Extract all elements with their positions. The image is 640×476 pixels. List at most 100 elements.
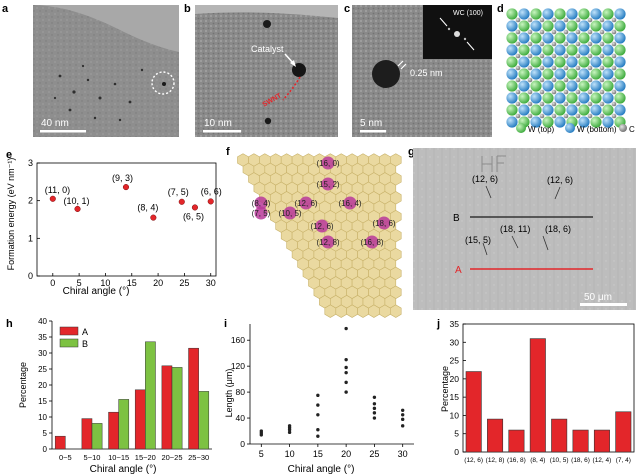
highlighted-cell [377,216,391,230]
scale-bar-a [40,130,86,133]
w-atom [542,68,554,80]
highlighted-cell [299,196,313,210]
w-atom [602,32,614,44]
y-tick-label: 40 [236,413,246,423]
w-atom [590,8,602,20]
chart-i-xlabel: Chiral angle (°) [288,464,355,475]
wc-nanoparticle [372,60,400,88]
w-atom [506,32,518,44]
x-tick-label: 0~5 [59,453,72,462]
x-tick-label: (12, 8) [486,457,505,464]
w-atom [506,104,518,116]
c-atom [575,65,581,71]
w-atom [506,44,518,56]
c-atom [587,41,593,47]
x-tick-label: (7, 4) [616,457,631,464]
data-point [400,417,405,422]
w-atom [590,56,602,68]
w-atom [602,104,614,116]
y-tick-label: 20 [450,374,460,384]
w-atom [506,116,518,128]
highlighted-cell [321,235,335,249]
y-tick-label: 160 [231,335,245,345]
highlighted-cell [365,235,379,249]
c-atom [551,89,557,95]
point-label: (9, 3) [112,173,133,183]
panel-h: h Chiral angle (°) Percentage 0 5 10 15 20 25… [6,317,212,475]
highlighted-cell [283,206,297,220]
c-atom [611,17,617,23]
w-atom [554,44,566,56]
c-atom [539,17,545,23]
g-label-1: (12, 6) [472,174,498,184]
w-atom [602,8,614,20]
data-point [191,204,198,211]
c-atom [563,113,569,119]
panel-j: j Percentage 0 5 10 15 20 25 30 35 (12, 6) (12, 8… [436,318,635,464]
chart-i-ylabel: Length (μm) [224,369,234,418]
c-atom [575,17,581,23]
legend-c-swatch [619,124,627,132]
bar [529,338,546,453]
highlighted-cell [321,156,335,170]
bar-b [145,341,156,450]
y-tick-label: 0 [454,447,459,457]
x-tick-label: (12, 6) [464,457,483,464]
c-atom [563,89,569,95]
data-point [259,429,264,433]
y-tick-label: 5 [43,429,48,438]
data-point [372,395,377,399]
y-tick-label: 10 [38,413,47,422]
chirality-map: (16, 0)(15, 2)(8, 4)(7, 5)(12, 6)(10, 5)… [237,153,402,318]
y-tick-label: 0 [240,439,245,449]
line-b-label: B [453,213,460,224]
panel-letter-b: b [184,3,191,15]
x-tick-label: 5 [77,278,82,288]
c-atom [515,77,521,83]
bar-a [188,347,199,450]
c-atom [515,89,521,95]
y-tick-label: 35 [450,319,460,329]
w-atom [602,92,614,104]
w-atom [542,20,554,32]
c-atom [551,41,557,47]
data-point [207,198,214,205]
w-atom [602,80,614,92]
w-atom [614,32,626,44]
w-atom [530,20,542,32]
x-tick-label: 15 [127,278,137,288]
lattice-fringe-marks [397,60,407,70]
g-label-2: (12, 6) [547,175,573,185]
c-atom [527,89,533,95]
data-point [287,430,292,435]
c-atom [575,29,581,35]
w-atom [530,68,542,80]
point-label: (8, 4) [137,203,158,213]
panel-letter-f: f [226,146,230,158]
w-atom [602,68,614,80]
panel-g: g B A (12, 6) (12, 6) (18, 11) (18, 6) (… [408,146,636,310]
y-tick-label: 25 [450,356,460,366]
w-atom [554,20,566,32]
c-atom [563,41,569,47]
scale-bar-g [580,303,627,306]
w-atom [614,68,626,80]
w-atom [518,104,530,116]
w-atom [530,8,542,20]
highlighted-cell [315,219,329,233]
y-tick-label: 5 [454,429,459,439]
data-point [49,195,56,202]
w-atom [506,56,518,68]
c-atom [539,53,545,59]
chart-e: 0 5 10 15 20 25 30 0 1 2 3 (11, 0)(10, 1) (9, 3) (8, … [28,158,222,288]
highlight-circle [151,71,175,95]
w-atom [578,80,590,92]
w-atom [518,44,530,56]
w-atom [614,104,626,116]
c-atom [587,65,593,71]
y-tick-label: 30 [38,349,47,358]
scale-bar-b [203,130,241,133]
w-atom [554,104,566,116]
catalyst-particles [53,64,144,122]
w-atom [506,8,518,20]
